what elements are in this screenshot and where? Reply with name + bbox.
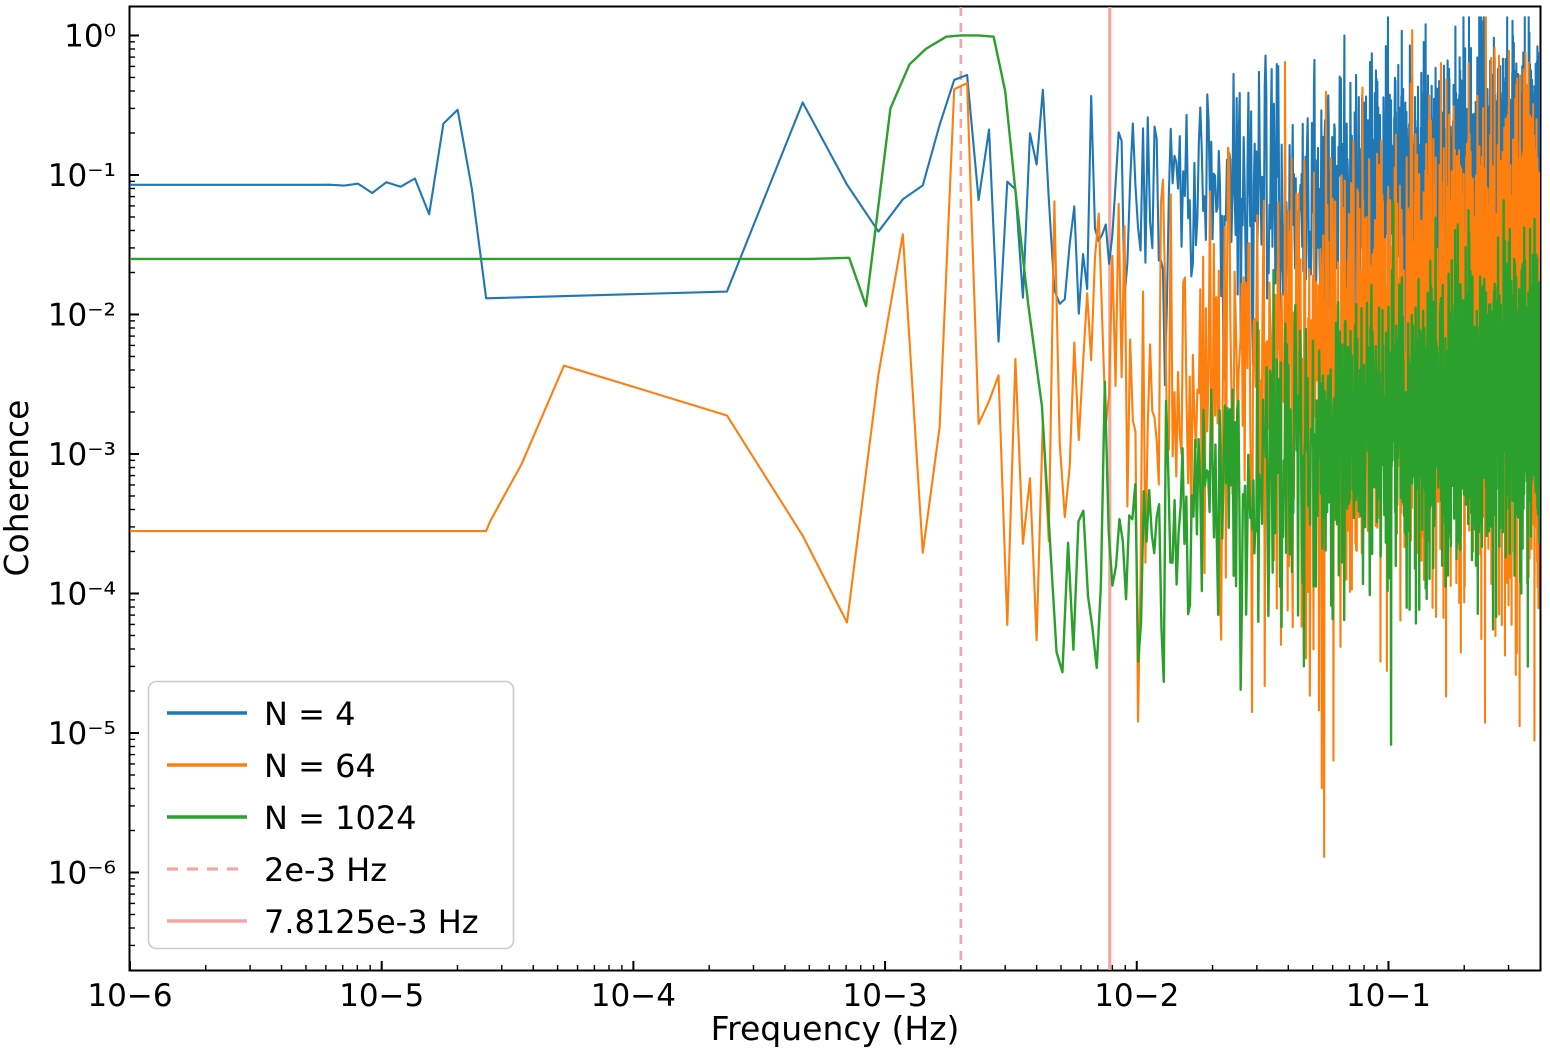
x-tick-label: 10−5 <box>339 978 424 1014</box>
legend-label-1: N = 64 <box>264 747 376 785</box>
y-tick-label: 10⁻¹ <box>48 158 116 194</box>
y-tick-label: 10⁻⁶ <box>48 855 116 891</box>
y-tick-label: 10⁻⁴ <box>48 576 116 612</box>
legend-label-2: N = 1024 <box>264 799 417 837</box>
y-tick-label: 10⁻² <box>48 297 116 333</box>
x-tick-label: 10−6 <box>87 978 172 1014</box>
x-tick-label: 10−4 <box>591 978 676 1014</box>
x-tick-label: 10−2 <box>1094 978 1179 1014</box>
y-tick-label: 10⁰ <box>64 18 116 54</box>
y-axis-title: Coherence <box>0 400 36 577</box>
legend-label-3: 2e-3 Hz <box>264 851 387 889</box>
y-axis-tick-labels: 10⁰ 10⁻¹ 10⁻² 10⁻³ 10⁻⁴ 10⁻⁵ 10⁻⁶ <box>48 18 116 891</box>
axes-frame <box>128 5 1542 972</box>
legend-label-4: 7.8125e-3 Hz <box>264 903 479 941</box>
y-tick-label: 10⁻⁵ <box>48 716 116 752</box>
vertical-reference-lines <box>959 7 1112 970</box>
legend-items: N = 4 N = 64 N = 1024 2e-3 Hz 7.8125e-3 Hz <box>167 695 479 941</box>
legend: N = 4 N = 64 N = 1024 2e-3 Hz 7.8125e-3 Hz <box>147 680 515 950</box>
x-axis-title: Frequency (Hz) <box>711 1009 960 1048</box>
legend-label-0: N = 4 <box>264 695 355 733</box>
y-tick-label: 10⁻³ <box>48 437 116 473</box>
series-line-n1024 <box>130 34 1540 746</box>
x-axis-tick-labels: 10−6 10−5 10−4 10−3 10−2 10−1 <box>87 978 1431 1014</box>
y-axis-ticks <box>130 34 139 947</box>
x-tick-label: 10−1 <box>1346 978 1431 1014</box>
x-tick-label: 10−3 <box>843 978 928 1014</box>
x-axis-ticks <box>129 961 1510 970</box>
legend-box <box>147 680 515 950</box>
